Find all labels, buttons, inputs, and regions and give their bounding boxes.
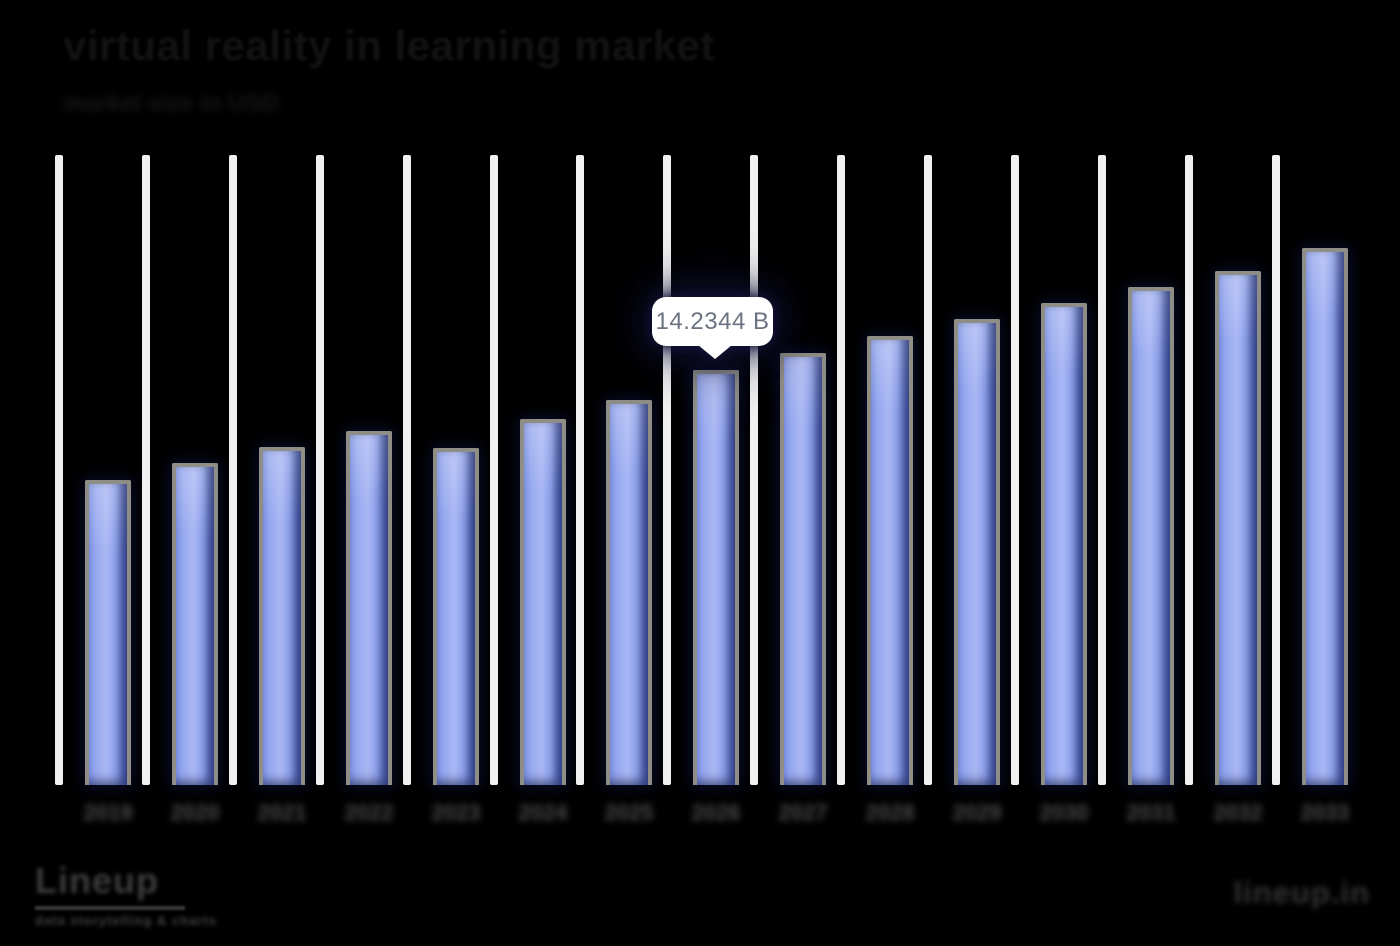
bar[interactable] (1302, 248, 1348, 785)
gridline (55, 155, 63, 785)
gridline (316, 155, 324, 785)
bar[interactable] (693, 370, 739, 785)
tooltip-value: 14.2344 B (655, 307, 770, 335)
x-tick-label: 2032 (1213, 800, 1263, 825)
gridline (924, 155, 932, 785)
chart-subtitle: market size in USD (63, 90, 280, 117)
x-tick-label: 2031 (1126, 800, 1176, 825)
gridline (663, 155, 671, 785)
gridline (1098, 155, 1106, 785)
bar[interactable] (85, 480, 131, 785)
bar[interactable] (259, 447, 305, 785)
x-tick-label: 2020 (170, 800, 220, 825)
gridline (1011, 155, 1019, 785)
bar[interactable] (433, 448, 479, 785)
x-tick-label: 2022 (344, 800, 394, 825)
site-link[interactable]: lineup.in (1233, 875, 1370, 910)
tooltip: 14.2344 B (652, 297, 773, 359)
bar[interactable] (520, 419, 566, 785)
bar[interactable] (346, 431, 392, 785)
x-tick-label: 2033 (1300, 800, 1350, 825)
x-tick-label: 2024 (518, 800, 568, 825)
tooltip-arrow-icon (698, 345, 732, 359)
gridline (142, 155, 150, 785)
bar[interactable] (1215, 271, 1261, 785)
x-tick-label: 2025 (604, 800, 654, 825)
bar[interactable] (172, 463, 218, 785)
x-tick-label: 2019 (83, 800, 133, 825)
gridline (576, 155, 584, 785)
x-tick-label: 2029 (952, 800, 1002, 825)
bar[interactable] (1041, 303, 1087, 785)
bar[interactable] (954, 319, 1000, 785)
bar[interactable] (606, 400, 652, 785)
gridline (837, 155, 845, 785)
bar[interactable] (1128, 287, 1174, 785)
brand-logo: Lineup data storytelling & charts (35, 860, 217, 928)
x-axis-labels: 2019 2020 2021 2022 2023 2024 2025 2026 2027 2028… (55, 800, 1367, 840)
gridline (403, 155, 411, 785)
gridline (1272, 155, 1280, 785)
x-tick-label: 2027 (778, 800, 828, 825)
gridline (750, 155, 758, 785)
gridline (1185, 155, 1193, 785)
brand-logo-text: Lineup (35, 860, 159, 901)
x-tick-label: 2030 (1039, 800, 1089, 825)
x-tick-label: 2021 (257, 800, 307, 825)
bar[interactable] (780, 353, 826, 785)
plot-area (55, 155, 1367, 785)
brand-logo-underline (35, 906, 185, 910)
x-tick-label: 2023 (431, 800, 481, 825)
chart-title: virtual reality in learning market (63, 22, 715, 69)
x-tick-label: 2026 (691, 800, 741, 825)
x-tick-label: 2028 (865, 800, 915, 825)
brand-logo-tagline: data storytelling & charts (35, 913, 218, 928)
gridline (490, 155, 498, 785)
gridline (229, 155, 237, 785)
tooltip-bubble: 14.2344 B (652, 297, 773, 346)
bar[interactable] (867, 336, 913, 785)
